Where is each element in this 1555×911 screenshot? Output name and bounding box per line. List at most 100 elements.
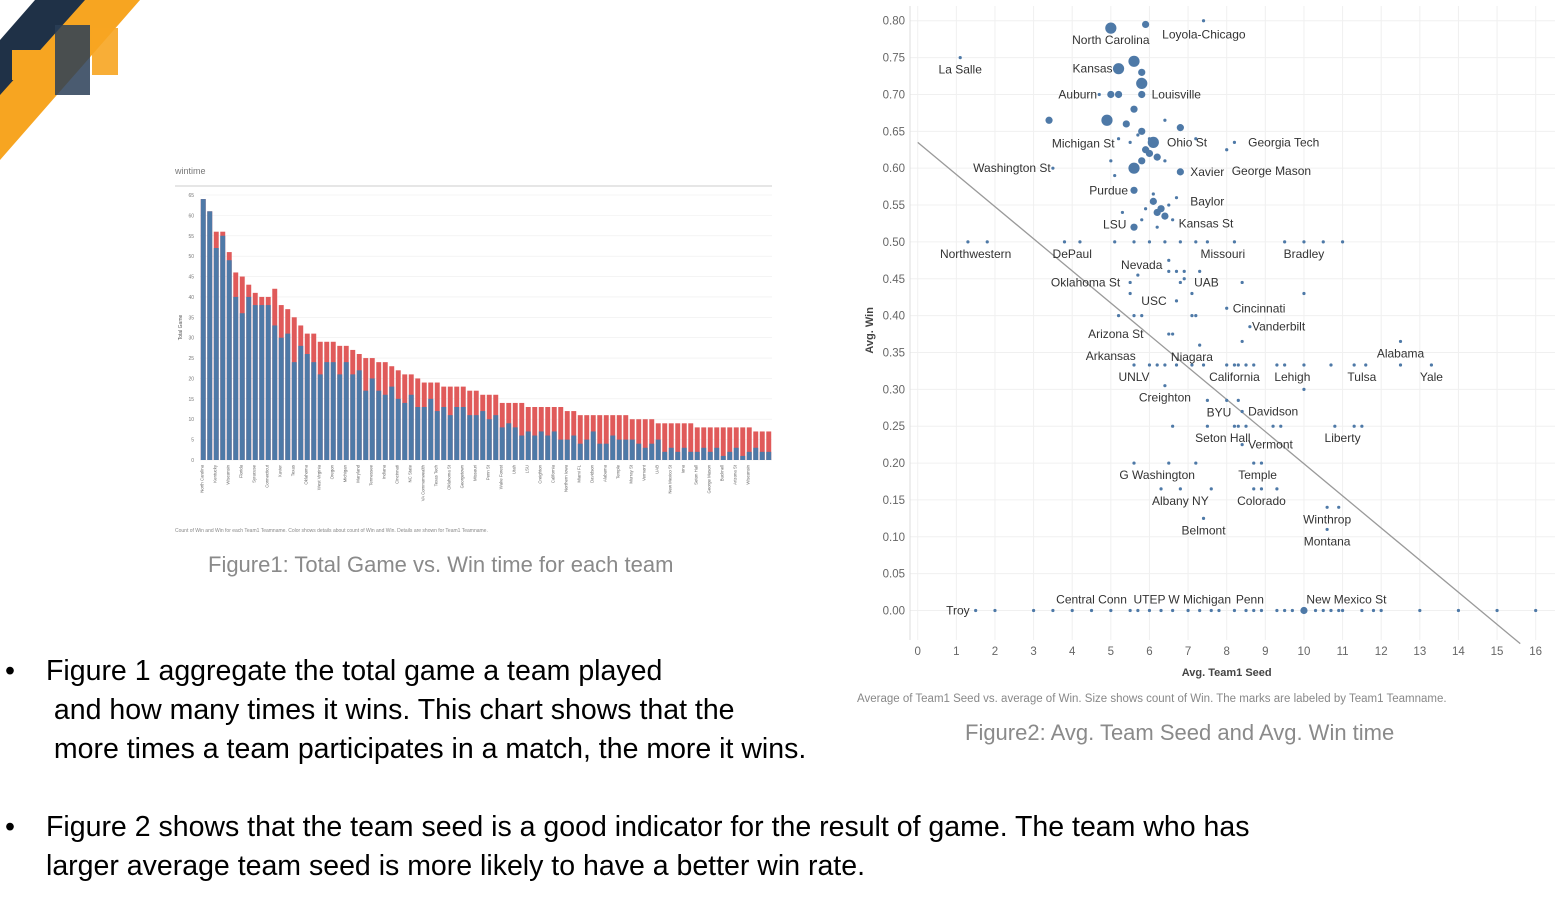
scatter-point [1120, 210, 1125, 215]
scatter-point [1360, 424, 1364, 428]
scatter-point [1456, 608, 1461, 613]
scatter-point [1163, 384, 1167, 388]
scatter-point [1360, 608, 1364, 613]
bar-win [252, 305, 258, 460]
scatter-point [1302, 363, 1306, 367]
x-tick-label: Maryland [355, 464, 360, 482]
bar-win [714, 447, 720, 460]
point-label: Penn [1236, 593, 1264, 607]
scatter-point [1201, 516, 1206, 520]
scatter-point [1321, 240, 1325, 244]
bar-win [655, 439, 661, 460]
bar-win [720, 455, 726, 460]
scatter-point [1147, 137, 1152, 141]
scatter-point [1167, 332, 1171, 336]
scatter-point [1337, 608, 1341, 613]
scatter-point [1190, 363, 1194, 367]
scatter-point [1300, 606, 1308, 615]
scatter-point [1337, 505, 1341, 509]
scatter-point [1132, 461, 1136, 465]
y-tick-label: 5 [191, 438, 194, 444]
scatter-point [1132, 240, 1136, 244]
bar-win [558, 439, 564, 460]
scatter-point [1128, 162, 1140, 174]
point-label: Michigan St [1052, 137, 1115, 151]
scatter-point [1176, 124, 1184, 132]
bar-win [636, 443, 642, 460]
bar-total [636, 419, 642, 460]
bar-total [688, 423, 694, 460]
point-label: BYU [1207, 405, 1232, 419]
scatter-point [1271, 424, 1275, 428]
bar-win [753, 447, 759, 460]
scatter-point [1236, 363, 1240, 367]
x-tick-label: 0 [915, 646, 921, 658]
x-tick-label: 5 [1108, 646, 1114, 658]
bar-win [454, 407, 460, 460]
x-tick-label: Vermont [641, 464, 646, 481]
bar-win [226, 260, 232, 460]
bar-win [480, 411, 486, 460]
scatter-point [1333, 424, 1337, 428]
scatter-point [1116, 137, 1121, 141]
point-label: Winthrop [1303, 512, 1351, 526]
y-axis-label: Total Game [178, 315, 184, 341]
bar-total [584, 415, 590, 460]
y-tick-label: 35 [188, 315, 194, 321]
x-tick-label: Kentucky [212, 464, 217, 483]
x-tick-label: 16 [1529, 646, 1542, 658]
scatter-point [1429, 363, 1434, 367]
bar-win [395, 398, 401, 460]
x-tick-label: Cincinnati [394, 465, 399, 484]
scatter-point [1209, 608, 1213, 613]
point-label: La Salle [939, 63, 983, 77]
scatter-point [1313, 608, 1318, 613]
bar-win [681, 447, 687, 460]
bar-total [616, 415, 622, 460]
scatter-point [1051, 608, 1055, 613]
scatter-point [1062, 240, 1067, 244]
y-tick-label: 0.75 [883, 53, 905, 65]
scatter-point [1205, 424, 1209, 428]
y-tick-label: 0.05 [883, 569, 905, 581]
y-tick-label: 50 [188, 254, 194, 260]
orange-rect-accent [92, 28, 118, 75]
scatter-point [1198, 269, 1202, 273]
scatter-point [1240, 339, 1244, 344]
scatter-point [1089, 608, 1094, 613]
scatter-point [1236, 398, 1240, 403]
scatter-point [1141, 146, 1150, 154]
scatter-point [1157, 205, 1165, 213]
point-label: Seton Hall [1195, 431, 1250, 445]
scatter-point [1167, 258, 1171, 262]
point-label: Loyola-Chicago [1162, 27, 1246, 41]
scatter-point [1240, 409, 1244, 414]
scatter-point [1217, 608, 1221, 613]
y-tick-label: 0.20 [883, 458, 905, 470]
y-tick-label: 55 [188, 234, 194, 240]
point-label: Georgia Tech [1248, 135, 1319, 149]
bar-win [298, 345, 304, 460]
y-tick-label: 0.00 [883, 606, 905, 618]
x-tick-label: North Carolina [199, 464, 204, 492]
x-tick-label: West Virginia [316, 464, 321, 490]
scatter-point [1147, 240, 1152, 244]
bar-win [389, 386, 395, 460]
scatter-point [1190, 314, 1194, 318]
scatter-point [1128, 55, 1140, 67]
scatter-point [1398, 363, 1403, 367]
y-tick-label: 0.10 [883, 532, 905, 544]
point-label: Purdue [1089, 183, 1128, 197]
bar-win [278, 337, 284, 460]
bar-win [623, 439, 629, 460]
bar-win [590, 431, 596, 460]
bar-win [441, 407, 447, 460]
scatter-point [1225, 306, 1229, 310]
scatter-point [1340, 608, 1345, 613]
bar-total [675, 423, 681, 460]
scatter-point [1178, 280, 1182, 285]
bar-win [200, 199, 206, 461]
x-tick-label: Tennessee [368, 464, 373, 485]
x-tick-label: Bucknell [719, 465, 724, 481]
scatter-point [1163, 159, 1167, 163]
